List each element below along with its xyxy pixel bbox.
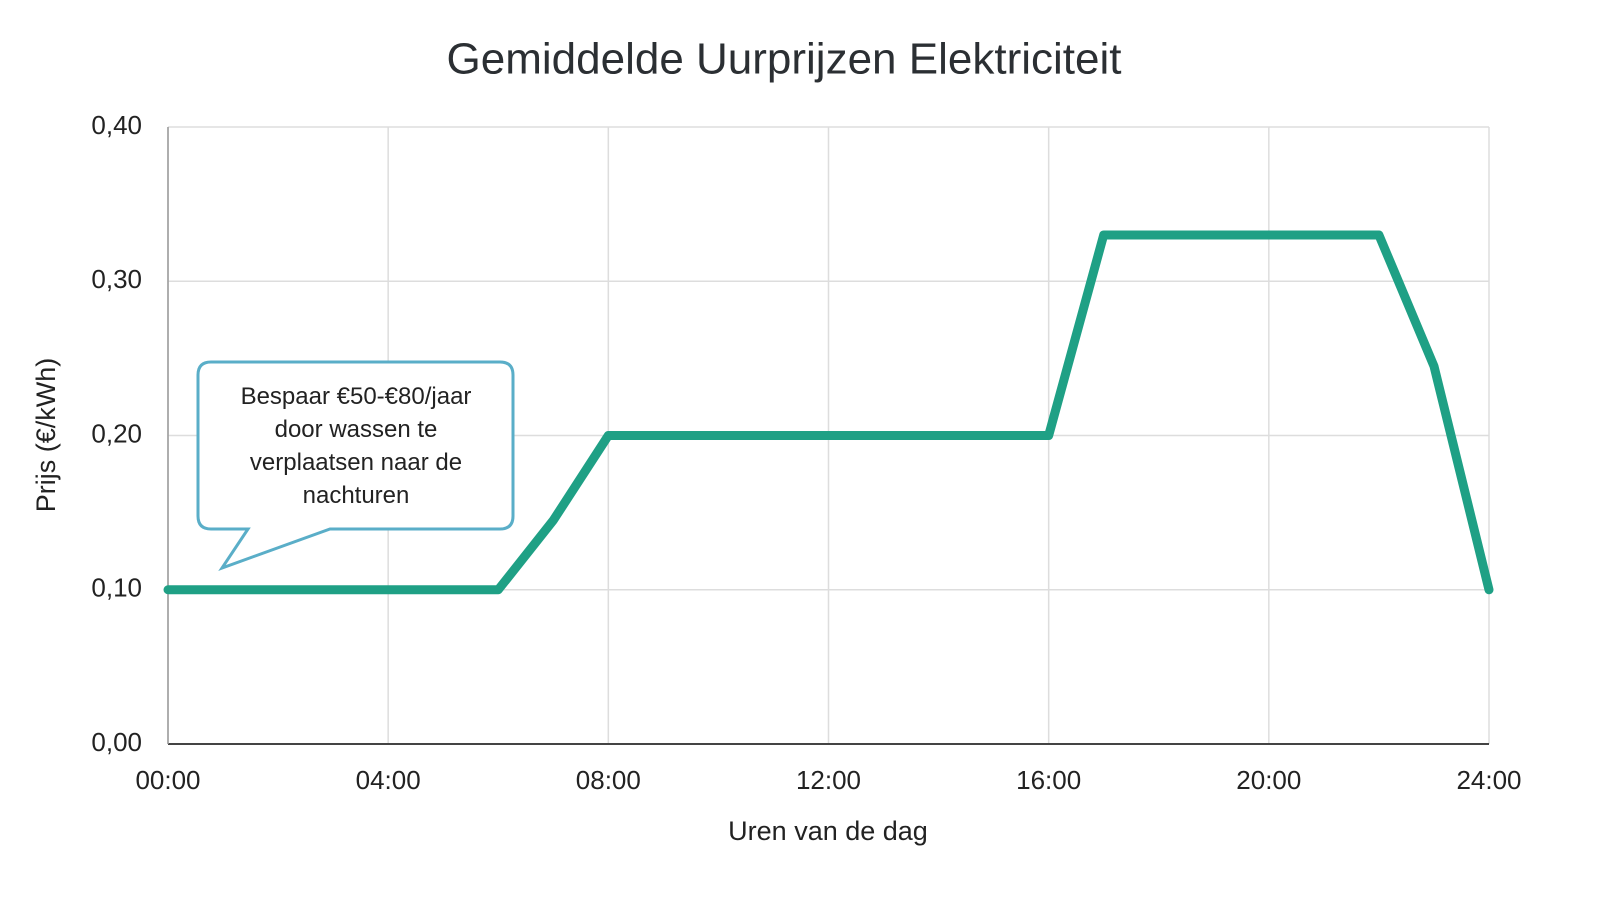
y-tick-label: 0,40 — [91, 110, 142, 140]
x-tick-label: 08:00 — [576, 765, 641, 795]
price-line — [163, 230, 1494, 595]
y-axis-label: Prijs (€/kWh) — [31, 358, 61, 513]
callout-text: Bespaar €50-€80/jaar door wassen te verp… — [240, 383, 472, 509]
x-tick-label: 24:00 — [1456, 765, 1521, 795]
plot — [163, 230, 1494, 595]
y-tick-label: 0,00 — [91, 727, 142, 757]
x-tick-label: 20:00 — [1236, 765, 1301, 795]
y-tick-label: 0,30 — [91, 264, 142, 294]
x-axis-label: Uren van de dag — [728, 816, 928, 846]
grid: 0,00 0,10 0,20 0,30 0,40 00:00 04:00 08:00 12:00… — [91, 110, 1521, 795]
y-tick-label: 0,10 — [91, 573, 142, 603]
y-tick-label: 0,20 — [91, 418, 142, 448]
x-tick-label: 16:00 — [1016, 765, 1081, 795]
x-tick-label: 12:00 — [796, 765, 861, 795]
chart-title: Gemiddelde Uurprijzen Elektriciteit — [447, 35, 1122, 84]
callout-box — [196, 360, 515, 571]
x-tick-label: 00:00 — [135, 765, 200, 795]
x-tick-label: 04:00 — [356, 765, 421, 795]
